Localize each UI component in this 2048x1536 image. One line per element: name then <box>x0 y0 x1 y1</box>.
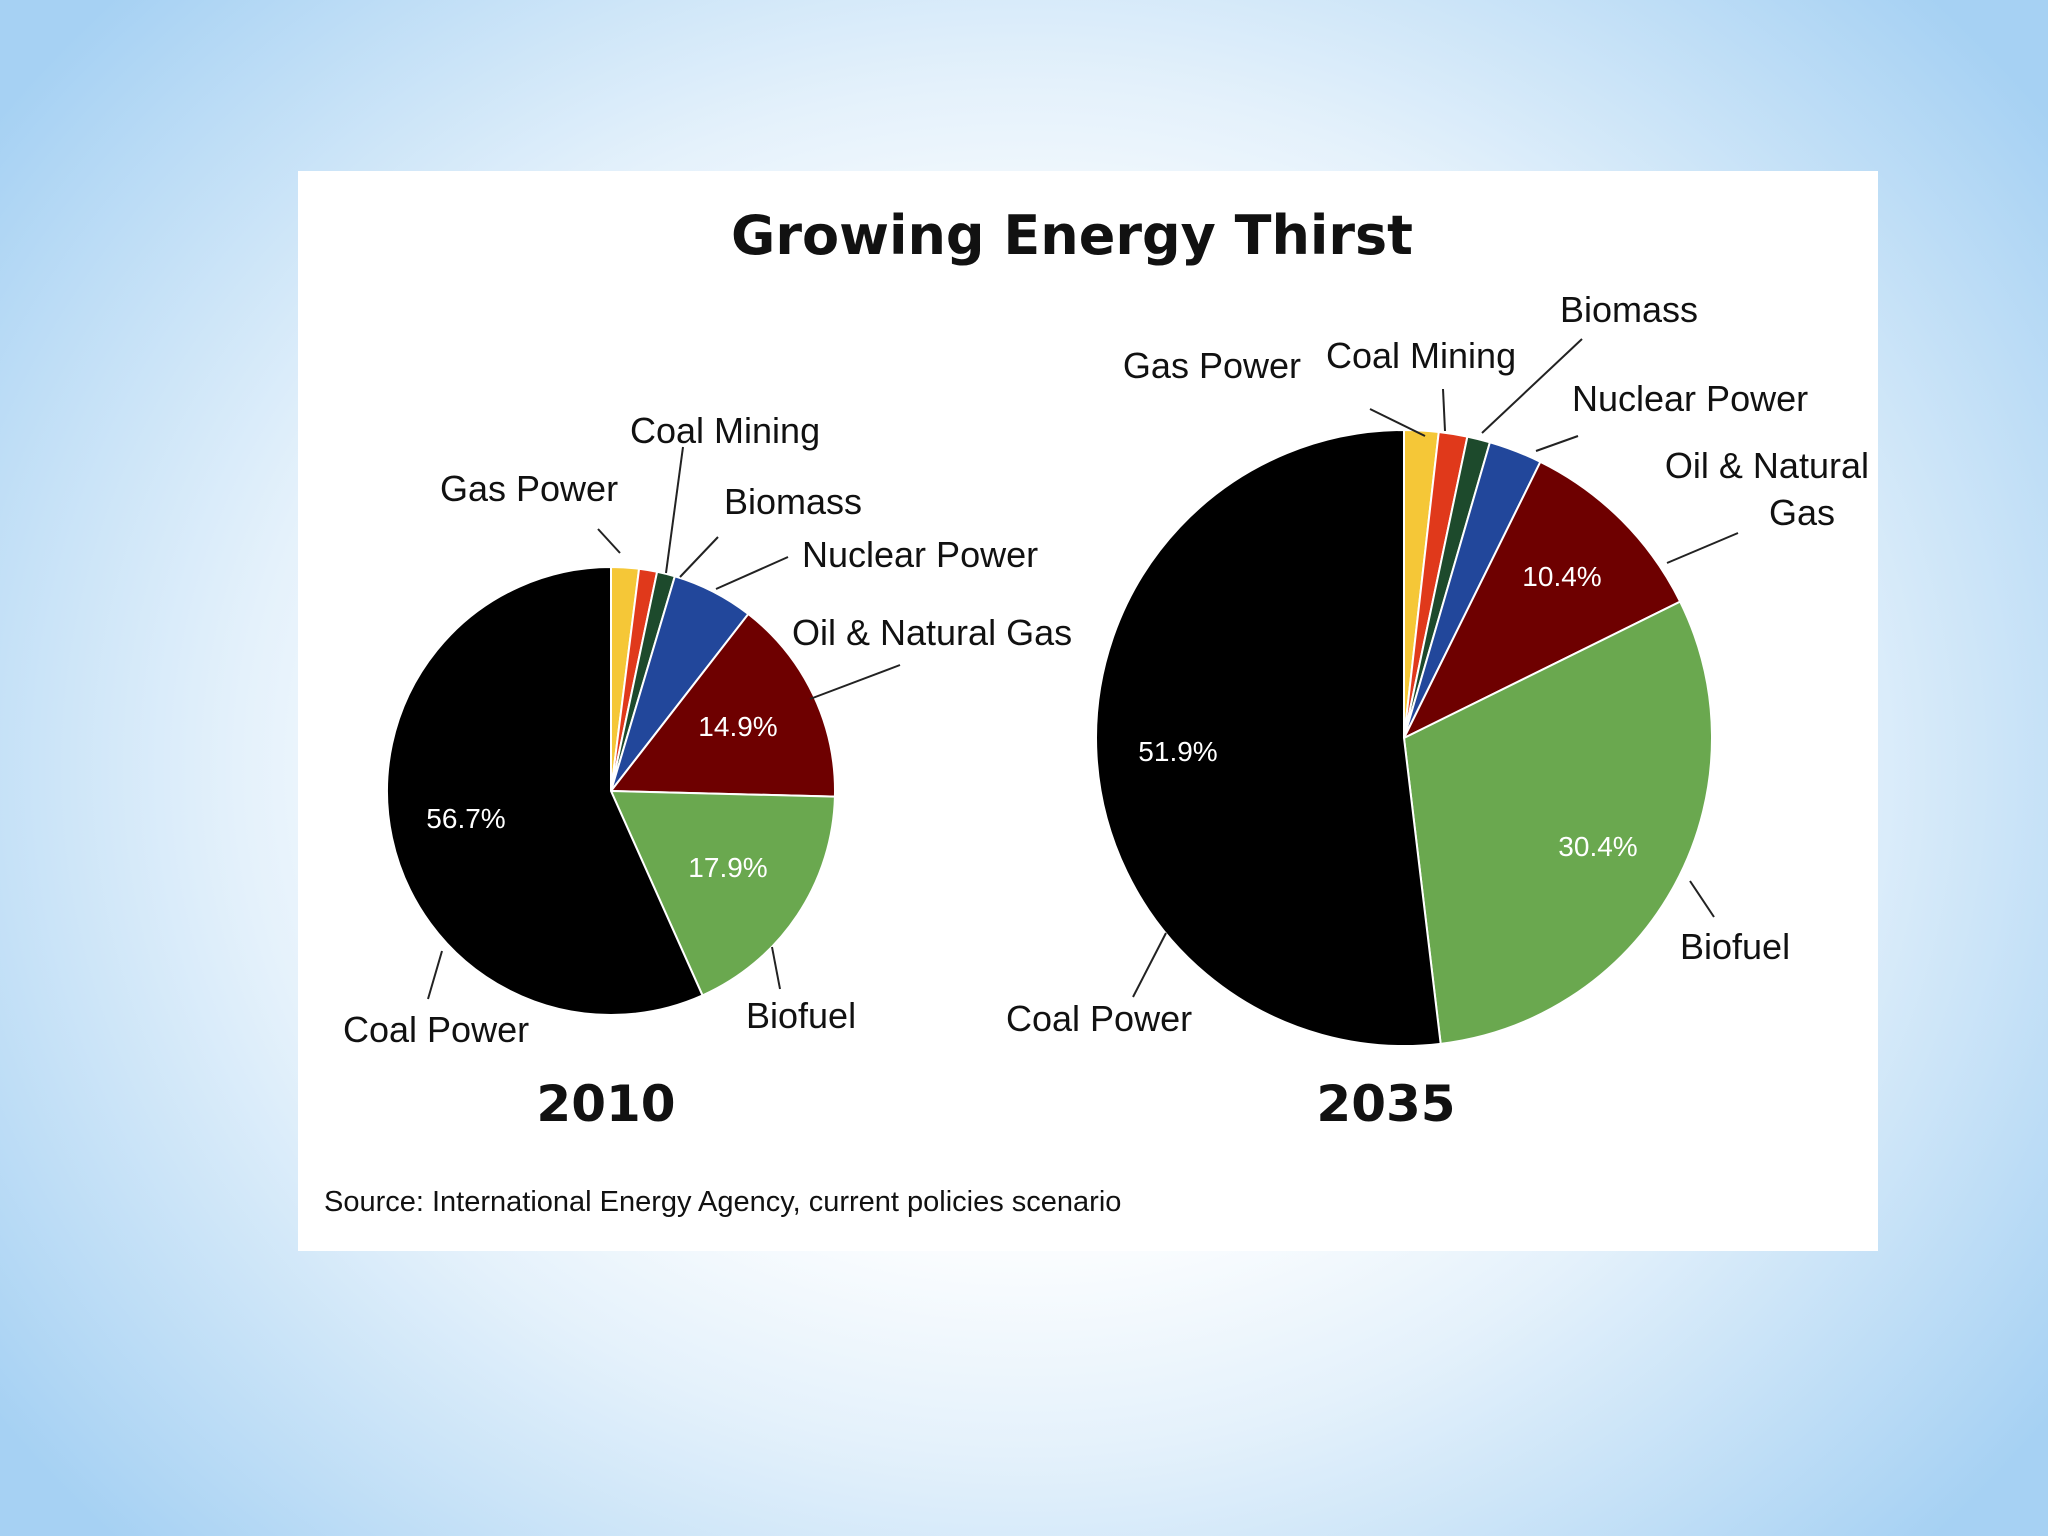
leader-line <box>715 556 789 590</box>
label-gas-power-2035: Gas Power <box>1123 345 1301 386</box>
pie-2010-labels: Gas Power Coal Mining Biomass Nuclear Po… <box>343 410 1072 1050</box>
label-biomass-2035: Biomass <box>1560 289 1698 330</box>
pie-chart-2035 <box>1095 428 1713 1047</box>
leader-line <box>665 446 684 574</box>
label-coal-mining-2010: Coal Mining <box>630 410 820 451</box>
value-label-biofuel-2010: 17.9% <box>688 852 767 883</box>
leader-line <box>597 528 621 554</box>
value-label-oil-natural-gas-2010: 14.9% <box>698 711 777 742</box>
pie-slice-coal-power-2010 <box>386 565 704 1016</box>
pie-slice-coal-power-2035 <box>1095 428 1442 1047</box>
label-biomass-2010: Biomass <box>724 481 862 522</box>
label-oil-natural-gas-2010: Oil & Natural Gas <box>792 612 1072 653</box>
label-coal-mining-2035: Coal Mining <box>1326 335 1516 376</box>
pie-slice-biofuel-2010 <box>609 789 836 997</box>
value-label-coal-power-2010: 56.7% <box>426 803 505 834</box>
label-coal-power-2035: Coal Power <box>1006 998 1192 1039</box>
energy-pie-charts: Growing Energy Thirst Gas Power Coal Min… <box>324 204 1869 1218</box>
leader-line <box>1689 880 1715 918</box>
label-biofuel-2035: Biofuel <box>1680 926 1790 967</box>
leader-line <box>427 950 443 1000</box>
leader-line <box>1369 408 1426 437</box>
pie-slice-biofuel-2035 <box>1402 600 1713 1045</box>
year-label-2010: 2010 <box>536 1075 675 1133</box>
leader-line <box>1132 932 1167 998</box>
leader-line <box>1535 435 1579 452</box>
value-label-oil-natural-gas-2035: 10.4% <box>1522 561 1601 592</box>
leader-line <box>1666 532 1739 564</box>
leader-line <box>679 536 719 578</box>
chart-title: Growing Energy Thirst <box>731 204 1413 267</box>
leader-line <box>1481 338 1583 434</box>
leader-line <box>771 946 781 990</box>
leader-line <box>1442 388 1446 432</box>
chart-panel: Growing Energy Thirst Gas Power Coal Min… <box>298 171 1878 1251</box>
leader-line <box>809 664 901 700</box>
source-note: Source: International Energy Agency, cur… <box>324 1186 1121 1218</box>
label-coal-power-2010: Coal Power <box>343 1009 529 1050</box>
pie-chart-2010 <box>386 565 836 1016</box>
value-label-coal-power-2035: 51.9% <box>1138 736 1217 767</box>
label-oil-natural-gas-2035-line1: Oil & Natural <box>1665 445 1869 486</box>
label-nuclear-power-2010: Nuclear Power <box>802 534 1038 575</box>
label-gas-power-2010: Gas Power <box>440 468 618 509</box>
label-biofuel-2010: Biofuel <box>746 995 856 1036</box>
year-label-2035: 2035 <box>1316 1075 1455 1133</box>
pie-slice-oil-and-natural-gas-2010 <box>608 612 836 798</box>
pie-2035-labels: Gas Power Coal Mining Biomass Nuclear Po… <box>1006 289 1869 1039</box>
pie-slice-oil-and-natural-gas-2035 <box>1401 460 1682 741</box>
label-oil-natural-gas-2035-line2: Gas <box>1769 492 1835 533</box>
value-label-biofuel-2035: 30.4% <box>1558 831 1637 862</box>
label-nuclear-power-2035: Nuclear Power <box>1572 378 1808 419</box>
